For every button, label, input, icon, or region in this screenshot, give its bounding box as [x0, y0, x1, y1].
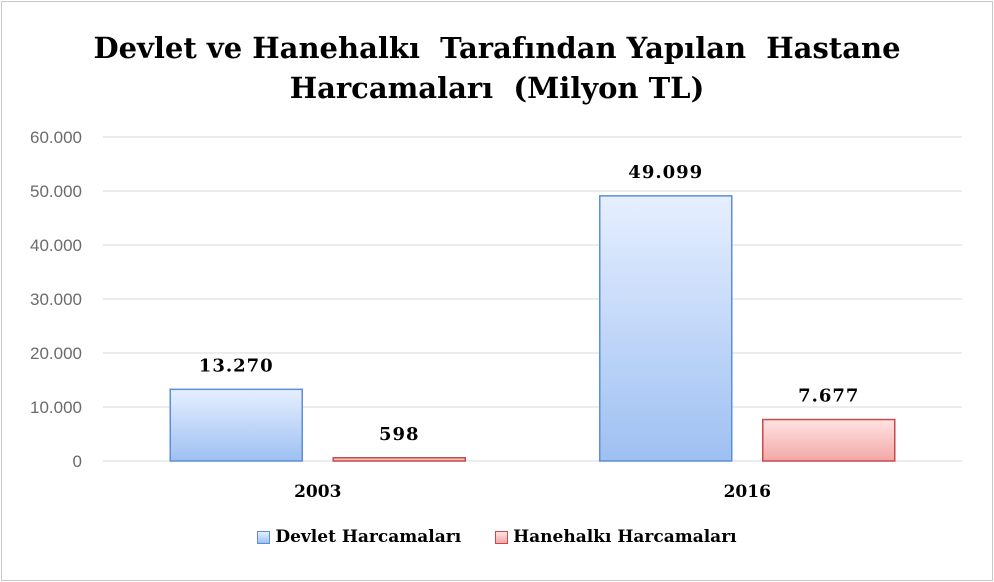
data-label: 49.099 [628, 162, 703, 183]
y-tick-label: 10.000 [30, 398, 82, 417]
legend-label-devlet: Devlet Harcamaları [275, 527, 462, 547]
legend-item-hanehalki: Hanehalkı Harcamaları [495, 527, 737, 547]
data-label: 7.677 [798, 386, 859, 407]
legend: Devlet Harcamaları Hanehalkı Harcamaları [0, 527, 994, 549]
y-tick-label: 40.000 [30, 236, 82, 255]
x-category-label: 2016 [724, 482, 771, 502]
x-axis-categories: 2003 2016 [294, 482, 771, 502]
legend-label-hanehalki: Hanehalkı Harcamaları [513, 527, 737, 547]
chart-title: Devlet ve Hanehalkı Tarafından Yapılan H… [0, 28, 994, 108]
y-tick-label: 60.000 [30, 128, 82, 147]
legend-swatch-devlet [257, 530, 271, 544]
data-labels: 13.270 598 49.099 7.677 [199, 162, 859, 445]
x-category-label: 2003 [294, 482, 341, 502]
chart-title-line-1: Devlet ve Hanehalkı Tarafından Yapılan H… [93, 31, 901, 65]
bar-2016-series-1 [762, 418, 896, 462]
y-axis-ticks: 0 10.000 20.000 30.000 40.000 50.000 60.000 [30, 128, 82, 471]
bar-2003-series-0 [169, 388, 303, 462]
data-label: 598 [379, 424, 420, 445]
bars [169, 195, 896, 462]
y-tick-label: 20.000 [30, 344, 82, 363]
y-tick-label: 0 [73, 452, 82, 471]
legend-swatch-hanehalki [495, 530, 509, 544]
legend-item-devlet: Devlet Harcamaları [257, 527, 461, 547]
chart-title-line-2: Harcamaları (Milyon TL) [289, 71, 705, 105]
y-tick-label: 50.000 [30, 182, 82, 201]
y-tick-label: 30.000 [30, 290, 82, 309]
data-label: 13.270 [199, 355, 274, 376]
bar-2016-series-0 [599, 195, 733, 462]
bar-2003-series-1 [332, 457, 466, 462]
